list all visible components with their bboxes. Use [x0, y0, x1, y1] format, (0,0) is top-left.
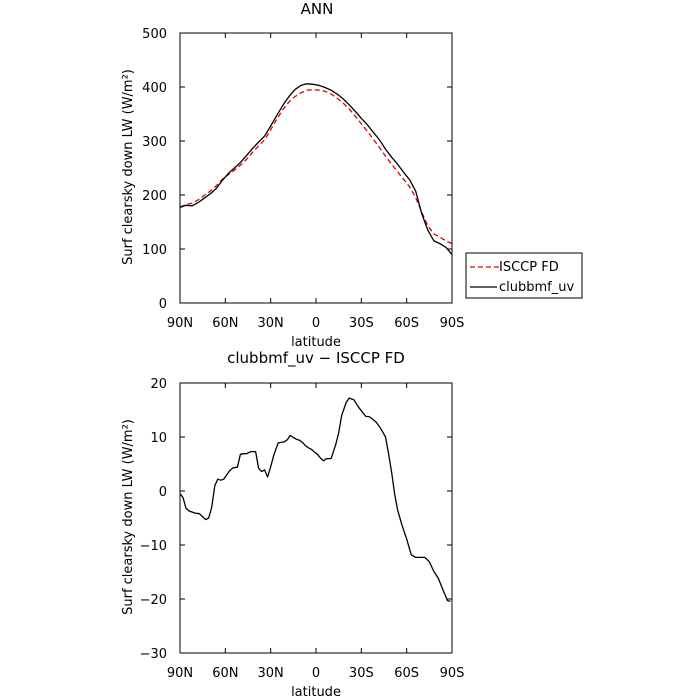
- legend-box: [465, 252, 583, 299]
- top-xtick-label: 90N: [167, 316, 193, 331]
- top-ytick-label: 300: [142, 135, 167, 150]
- top-series-line-1: [179, 83, 453, 255]
- bottom-xtick-label: 30S: [349, 666, 374, 681]
- bottom-ticks: 90N 60N 30N 0 30S 60S 90S −30 −20 −10 0 10 20: [140, 377, 465, 681]
- bottom-xtick-label: 60N: [212, 666, 238, 681]
- legend: ISCCP FD clubbmf_uv: [465, 252, 583, 299]
- bottom-ylabel: Surf clearsky down LW (W/m²): [121, 419, 136, 615]
- top-ytick-label: 500: [142, 27, 167, 42]
- bottom-plot-frame: [179, 382, 453, 654]
- bottom-series: [179, 397, 451, 602]
- bottom-xtick-label: 0: [312, 666, 320, 681]
- top-panel: ANN Surf clearsky down LW (W/m²) latitud…: [121, 0, 464, 350]
- legend-label-isccp: ISCCP FD: [499, 260, 559, 275]
- bottom-xtick-label: 90S: [440, 666, 465, 681]
- bottom-xtick-label: 30N: [258, 666, 284, 681]
- bottom-ytick-label: −30: [140, 647, 167, 662]
- top-xtick-label: 30S: [349, 316, 374, 331]
- top-ticks: 90N 60N 30N 0 30S 60S 90S 0 100 200 300 400 500: [142, 27, 464, 331]
- bottom-ytick-label: −10: [140, 539, 167, 554]
- top-plot-frame: [179, 32, 453, 304]
- bottom-ytick-label: 20: [150, 377, 167, 392]
- top-xtick-label: 90S: [440, 316, 465, 331]
- bottom-ytick-label: 0: [159, 485, 167, 500]
- bottom-title: clubbmf_uv − ISCCP FD: [227, 349, 405, 368]
- bottom-series-line-0: [179, 397, 451, 602]
- bottom-xtick-label: 60S: [394, 666, 419, 681]
- top-xtick-label: 60N: [212, 316, 238, 331]
- top-xtick-label: 30N: [258, 316, 284, 331]
- top-xtick-label: 60S: [394, 316, 419, 331]
- bottom-ytick-label: 10: [150, 431, 167, 446]
- top-ylabel: Surf clearsky down LW (W/m²): [121, 69, 136, 265]
- top-xlabel: latitude: [291, 335, 341, 350]
- top-title: ANN: [301, 0, 334, 18]
- top-xtick-label: 0: [312, 316, 320, 331]
- bottom-xlabel: latitude: [291, 685, 341, 700]
- bottom-panel: clubbmf_uv − ISCCP FD Surf clearsky down…: [121, 349, 464, 700]
- bottom-xtick-label: 90N: [167, 666, 193, 681]
- top-series: [179, 83, 453, 255]
- top-ytick-label: 200: [142, 189, 167, 204]
- legend-label-model: clubbmf_uv: [499, 280, 574, 295]
- bottom-ytick-label: −20: [140, 593, 167, 608]
- top-ytick-label: 400: [142, 81, 167, 96]
- top-series-line-0: [179, 89, 453, 245]
- top-ytick-label: 0: [159, 297, 167, 312]
- top-ytick-label: 100: [142, 243, 167, 258]
